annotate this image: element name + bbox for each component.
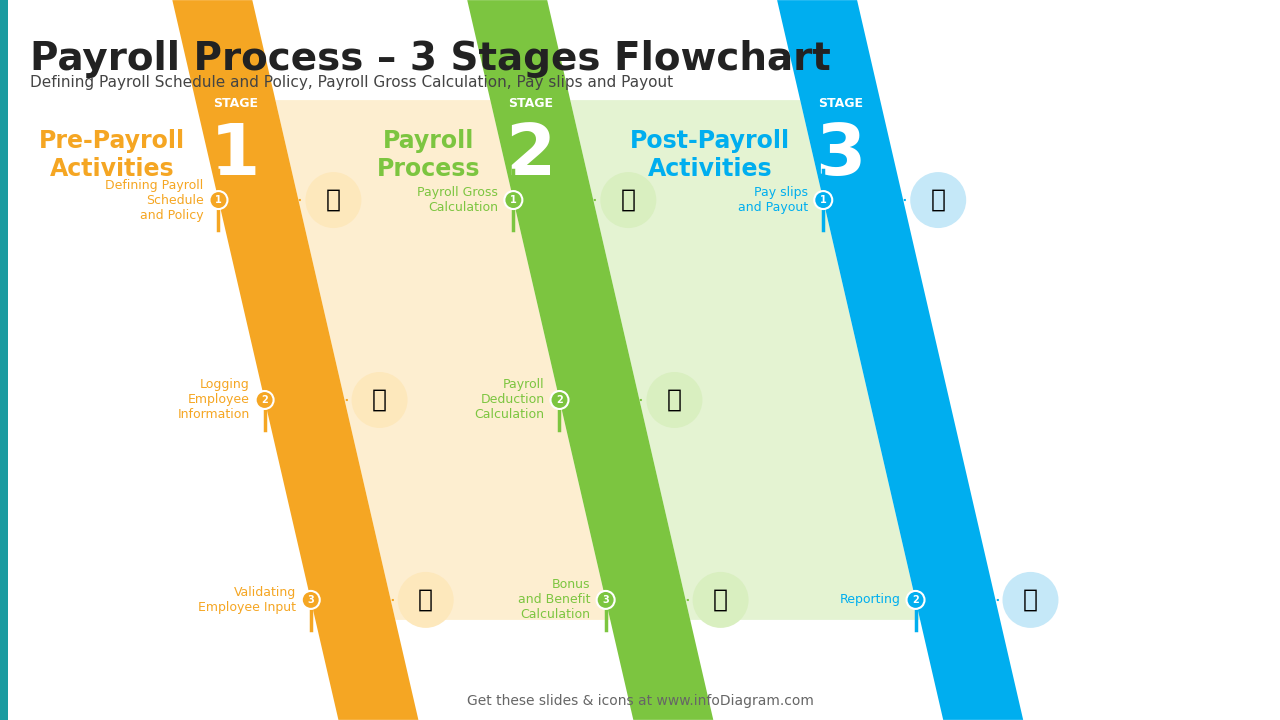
Text: 3: 3 (307, 595, 314, 605)
Text: 👤: 👤 (372, 388, 387, 412)
Text: STAGE: STAGE (818, 97, 863, 110)
Polygon shape (275, 100, 611, 620)
Text: 📅: 📅 (326, 188, 340, 212)
Circle shape (256, 391, 274, 409)
Circle shape (398, 572, 453, 628)
Circle shape (504, 191, 522, 209)
Text: Logging
Employee
Information: Logging Employee Information (178, 379, 250, 421)
Text: Payroll
Process: Payroll Process (376, 129, 480, 181)
Text: 📄: 📄 (931, 188, 946, 212)
Circle shape (306, 172, 361, 228)
Circle shape (1002, 572, 1059, 628)
Text: 💱: 💱 (667, 388, 682, 412)
Text: 📊: 📊 (1023, 588, 1038, 612)
Text: 💵: 💵 (621, 188, 636, 212)
Text: Payroll Gross
Calculation: Payroll Gross Calculation (417, 186, 498, 214)
Text: 2: 2 (556, 395, 563, 405)
Text: Defining Payroll Schedule and Policy, Payroll Gross Calculation, Pay slips and P: Defining Payroll Schedule and Policy, Pa… (31, 75, 673, 90)
Polygon shape (467, 0, 713, 720)
Text: 2: 2 (261, 395, 268, 405)
Text: 3: 3 (815, 120, 865, 189)
Circle shape (646, 372, 703, 428)
Text: Defining Payroll
Schedule
and Policy: Defining Payroll Schedule and Policy (105, 179, 204, 222)
Text: Pay slips
and Payout: Pay slips and Payout (739, 186, 808, 214)
Text: STAGE: STAGE (212, 97, 257, 110)
Text: Post-Payroll
Activities: Post-Payroll Activities (630, 129, 790, 181)
Circle shape (814, 191, 832, 209)
Text: 1: 1 (820, 195, 827, 205)
Text: STAGE: STAGE (508, 97, 553, 110)
Text: Bonus
and Benefit
Calculation: Bonus and Benefit Calculation (518, 578, 590, 621)
Polygon shape (0, 0, 9, 720)
Text: Pre-Payroll
Activities: Pre-Payroll Activities (40, 129, 186, 181)
Circle shape (910, 172, 966, 228)
Polygon shape (777, 0, 1023, 720)
Polygon shape (571, 100, 920, 620)
Text: 2: 2 (913, 595, 919, 605)
Text: Payroll Process – 3 Stages Flowchart: Payroll Process – 3 Stages Flowchart (31, 40, 831, 78)
Text: 🎁: 🎁 (713, 588, 728, 612)
Text: Reporting: Reporting (840, 593, 901, 606)
Text: Payroll
Deduction
Calculation: Payroll Deduction Calculation (475, 379, 544, 421)
Text: 1: 1 (509, 195, 517, 205)
Text: 1: 1 (210, 120, 261, 189)
Circle shape (550, 391, 568, 409)
Circle shape (692, 572, 749, 628)
Circle shape (302, 591, 320, 609)
Circle shape (600, 172, 657, 228)
Text: 3: 3 (603, 595, 609, 605)
Circle shape (352, 372, 407, 428)
Text: Validating
Employee Input: Validating Employee Input (197, 586, 296, 614)
Text: 1: 1 (215, 195, 221, 205)
Text: Get these slides & icons at www.infoDiagram.com: Get these slides & icons at www.infoDiag… (467, 694, 814, 708)
Circle shape (210, 191, 228, 209)
Text: ✅: ✅ (419, 588, 433, 612)
Polygon shape (173, 0, 419, 720)
Circle shape (596, 591, 614, 609)
Text: 2: 2 (506, 120, 556, 189)
Circle shape (906, 591, 924, 609)
